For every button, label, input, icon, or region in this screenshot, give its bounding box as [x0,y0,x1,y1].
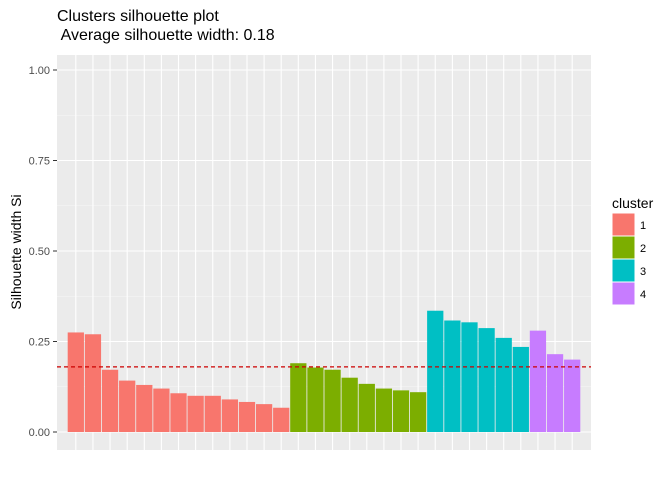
bar [546,354,564,432]
bar [307,367,324,432]
bar [221,399,238,432]
legend-label: 4 [640,289,646,301]
legend: cluster 1 2 3 4 [611,195,654,306]
bar [255,404,273,432]
bar [324,369,341,432]
legend-key [611,212,636,237]
bar [427,310,444,432]
bar [101,369,119,432]
bar [273,407,290,432]
bar [495,337,512,432]
legend-label: 3 [640,266,646,278]
bars-group [67,310,581,432]
bar [84,334,102,432]
y-tick-label: 0.75 [29,156,50,168]
bar [512,346,529,432]
legend-key [611,235,636,260]
bar [153,388,170,432]
legend-label: 2 [640,243,646,255]
y-tick-label: 0.00 [29,427,50,439]
bar [67,332,84,432]
chart-title: Clusters silhouette plot [57,8,219,25]
bar [136,384,153,432]
bar [375,388,393,432]
legend-title: cluster [612,195,654,211]
bar [170,393,187,432]
bar [410,392,427,432]
bar [392,390,410,432]
bar [187,395,204,432]
legend-key [611,281,636,306]
y-axis: 0.00 0.25 0.50 0.75 1.00 [29,65,57,439]
bar [461,322,478,432]
bar [204,395,221,432]
bar [238,401,256,432]
bar [444,320,461,432]
y-tick-label: 0.25 [29,337,50,349]
chart-subtitle: Average silhouette width: 0.18 [57,27,275,44]
bar [564,359,581,432]
legend-key [611,258,636,283]
bar [119,380,136,432]
y-tick-label: 1.00 [29,65,50,77]
bar [358,383,375,432]
bar [341,377,358,432]
bar [529,330,547,432]
bar [290,363,307,432]
y-axis-title: Silhouette width Si [8,194,24,309]
y-tick-label: 0.50 [29,246,50,258]
legend-label: 1 [640,220,646,232]
bar [478,328,495,432]
